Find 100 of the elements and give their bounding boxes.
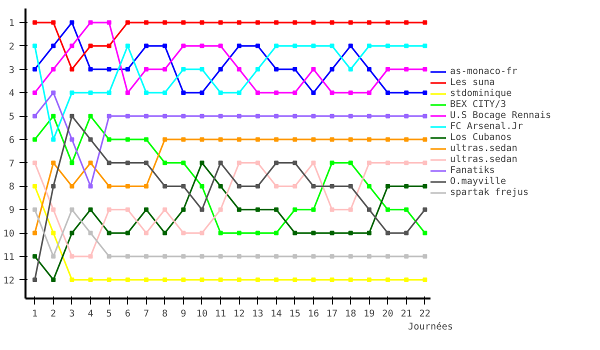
point — [162, 114, 168, 118]
point — [274, 137, 279, 142]
point — [162, 160, 168, 166]
x-tick-label: 11 — [214, 308, 226, 320]
x-tick-label: 7 — [143, 308, 150, 320]
point — [162, 44, 168, 48]
point — [181, 160, 186, 166]
point — [366, 20, 372, 25]
point — [236, 137, 242, 142]
point — [200, 184, 204, 188]
point — [51, 230, 56, 236]
point — [88, 254, 93, 259]
point — [181, 114, 186, 118]
point — [255, 20, 260, 25]
point — [292, 114, 298, 118]
point — [51, 207, 56, 212]
point — [181, 184, 186, 188]
point — [311, 184, 316, 188]
point — [236, 160, 242, 166]
x-tick-label: 16 — [308, 308, 320, 320]
point — [348, 278, 353, 282]
point — [236, 230, 242, 236]
point — [200, 90, 204, 95]
point — [366, 278, 372, 282]
point — [404, 278, 409, 282]
point — [330, 114, 334, 118]
point — [366, 207, 372, 212]
x-tick-label: 6 — [124, 308, 131, 320]
x-tick-label: 17 — [326, 308, 338, 320]
point — [274, 114, 279, 118]
point — [70, 90, 74, 95]
point — [292, 160, 298, 166]
point — [330, 160, 334, 166]
point — [292, 278, 298, 282]
point — [51, 67, 56, 72]
point — [386, 137, 390, 142]
point — [181, 230, 186, 236]
point — [236, 90, 242, 95]
point — [292, 90, 298, 95]
point — [422, 67, 428, 72]
point — [162, 230, 168, 236]
legend-label: Les suna — [450, 77, 495, 88]
point — [106, 20, 112, 25]
point — [274, 207, 279, 212]
point — [51, 254, 56, 259]
point — [386, 254, 390, 259]
point — [218, 230, 223, 236]
point — [274, 184, 279, 188]
point — [404, 184, 409, 188]
point — [144, 254, 149, 259]
point — [311, 160, 316, 166]
point — [422, 207, 428, 212]
y-tick-label: 3 — [8, 64, 15, 76]
point — [51, 44, 56, 48]
point — [125, 160, 130, 166]
point — [88, 160, 93, 166]
point — [311, 20, 316, 25]
x-tick-label: 12 — [234, 308, 245, 320]
point — [88, 207, 93, 212]
y-tick-label: 1 — [8, 18, 15, 30]
x-tick-label: 20 — [382, 308, 394, 320]
point — [51, 137, 56, 142]
point — [348, 160, 353, 166]
point — [88, 137, 93, 142]
y-tick-label: 6 — [8, 134, 15, 146]
point — [144, 137, 149, 142]
point — [386, 114, 390, 118]
point — [32, 160, 38, 166]
point — [274, 230, 279, 236]
point — [32, 20, 38, 25]
point — [218, 184, 223, 188]
point — [162, 278, 168, 282]
point — [255, 254, 260, 259]
point — [181, 137, 186, 142]
point — [144, 160, 149, 166]
point — [386, 90, 390, 95]
point — [422, 114, 428, 118]
point — [330, 67, 334, 72]
point — [181, 207, 186, 212]
point — [348, 90, 353, 95]
point — [330, 20, 334, 25]
point — [125, 278, 130, 282]
point — [348, 114, 353, 118]
point — [32, 230, 38, 236]
point — [422, 20, 428, 25]
point — [218, 160, 223, 166]
point — [366, 90, 372, 95]
x-tick-label: 9 — [180, 308, 186, 320]
point — [162, 254, 168, 259]
point — [218, 207, 223, 212]
point — [162, 90, 168, 95]
point — [311, 44, 316, 48]
point — [255, 207, 260, 212]
point — [274, 44, 279, 48]
point — [422, 278, 428, 282]
point — [255, 67, 260, 72]
legend-label: BEX CITY/3 — [450, 99, 506, 110]
point — [422, 137, 428, 142]
point — [348, 230, 353, 236]
legend-label: ultras.sedan — [450, 154, 518, 165]
